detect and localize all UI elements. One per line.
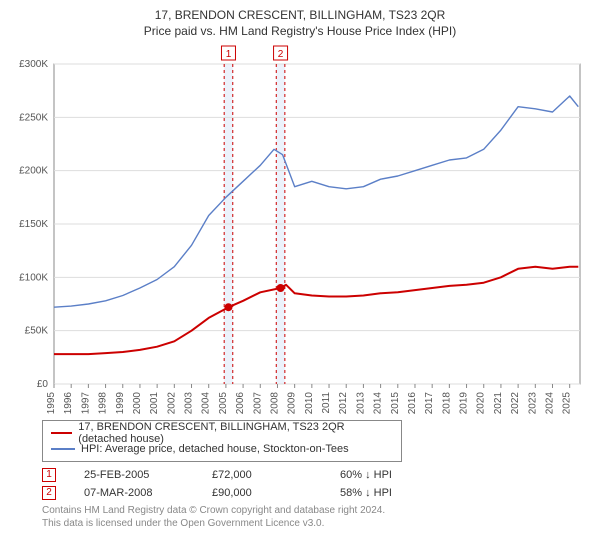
svg-text:£250K: £250K: [19, 112, 48, 123]
svg-text:2: 2: [278, 49, 284, 60]
svg-text:2018: 2018: [441, 392, 452, 414]
line-chart: £0 £50K £100K £150K £200K £250K £300K 1995 1996 1…: [12, 44, 588, 414]
sale-date: 07-MAR-2008: [84, 487, 184, 499]
svg-text:£150K: £150K: [19, 219, 48, 230]
svg-text:2015: 2015: [390, 392, 401, 414]
svg-text:2019: 2019: [459, 392, 470, 414]
svg-text:2017: 2017: [424, 392, 435, 414]
svg-text:2007: 2007: [252, 392, 263, 414]
svg-text:2009: 2009: [287, 392, 298, 414]
sale-vs-hpi: 60% ↓ HPI: [340, 469, 440, 481]
legend: 17, BRENDON CRESCENT, BILLINGHAM, TS23 2…: [42, 420, 402, 462]
svg-text:£300K: £300K: [19, 59, 48, 70]
svg-text:2002: 2002: [166, 392, 177, 414]
sale-row: 2 07-MAR-2008 £90,000 58% ↓ HPI: [42, 486, 588, 500]
legend-swatch: [51, 448, 75, 450]
svg-text:2023: 2023: [527, 392, 538, 414]
copyright: Contains HM Land Registry data © Crown c…: [42, 504, 588, 530]
svg-text:2020: 2020: [476, 392, 487, 414]
svg-text:1: 1: [226, 49, 232, 60]
svg-text:2025: 2025: [562, 392, 573, 414]
chart-subtitle: Price paid vs. HM Land Registry's House …: [12, 24, 588, 38]
svg-text:2001: 2001: [149, 392, 160, 414]
svg-text:2004: 2004: [201, 392, 212, 414]
svg-text:1997: 1997: [80, 392, 91, 414]
svg-text:1999: 1999: [115, 392, 126, 414]
legend-row: 17, BRENDON CRESCENT, BILLINGHAM, TS23 2…: [51, 425, 393, 441]
svg-text:2016: 2016: [407, 392, 418, 414]
svg-text:1995: 1995: [46, 392, 57, 414]
svg-text:2005: 2005: [218, 392, 229, 414]
svg-text:2013: 2013: [355, 392, 366, 414]
legend-label: HPI: Average price, detached house, Stoc…: [81, 443, 349, 455]
svg-text:2012: 2012: [338, 392, 349, 414]
sale-price: £72,000: [212, 469, 312, 481]
sale-price: £90,000: [212, 487, 312, 499]
legend-label: 17, BRENDON CRESCENT, BILLINGHAM, TS23 2…: [78, 421, 393, 445]
svg-text:£100K: £100K: [19, 272, 48, 283]
legend-swatch: [51, 432, 72, 434]
svg-text:2011: 2011: [321, 392, 332, 414]
sale-vs-hpi: 58% ↓ HPI: [340, 487, 440, 499]
svg-text:2024: 2024: [544, 392, 555, 414]
chart-container: £0 £50K £100K £150K £200K £250K £300K 1995 1996 1…: [12, 44, 588, 414]
svg-text:2014: 2014: [373, 392, 384, 414]
svg-text:£50K: £50K: [25, 326, 49, 337]
svg-text:2003: 2003: [184, 392, 195, 414]
svg-text:1996: 1996: [63, 392, 74, 414]
legend-row: HPI: Average price, detached house, Stoc…: [51, 441, 393, 457]
svg-text:2000: 2000: [132, 392, 143, 414]
sale-row: 1 25-FEB-2005 £72,000 60% ↓ HPI: [42, 468, 588, 482]
sale-date: 25-FEB-2005: [84, 469, 184, 481]
svg-text:2022: 2022: [510, 392, 521, 414]
chart-title: 17, BRENDON CRESCENT, BILLINGHAM, TS23 2…: [12, 8, 588, 22]
svg-text:2010: 2010: [304, 392, 315, 414]
sales-table: 1 25-FEB-2005 £72,000 60% ↓ HPI 2 07-MAR-2008…: [42, 468, 588, 500]
svg-text:1998: 1998: [98, 392, 109, 414]
svg-text:2008: 2008: [269, 392, 280, 414]
sale-marker: 2: [42, 486, 56, 500]
svg-text:2006: 2006: [235, 392, 246, 414]
svg-text:£0: £0: [37, 379, 49, 390]
svg-text:£200K: £200K: [19, 166, 48, 177]
copyright-line-1: Contains HM Land Registry data © Crown c…: [42, 505, 385, 516]
copyright-line-2: This data is licensed under the Open Gov…: [42, 518, 324, 529]
svg-text:2021: 2021: [493, 392, 504, 414]
sale-marker: 1: [42, 468, 56, 482]
